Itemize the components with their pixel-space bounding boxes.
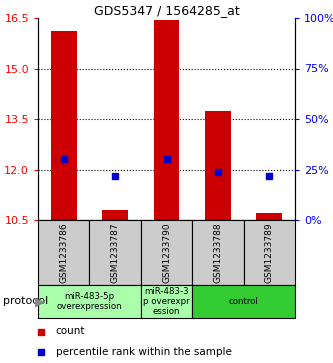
Bar: [244, 220, 295, 285]
Text: GSM1233786: GSM1233786: [59, 222, 68, 283]
Bar: [192, 220, 244, 285]
Text: miR-483-5p
overexpression: miR-483-5p overexpression: [57, 292, 122, 311]
Bar: [38, 285, 141, 318]
Text: percentile rank within the sample: percentile rank within the sample: [56, 347, 231, 357]
Bar: [51, 32, 77, 220]
Text: GSM1233788: GSM1233788: [213, 222, 222, 283]
Bar: [192, 285, 295, 318]
Bar: [102, 210, 128, 220]
Text: control: control: [229, 297, 258, 306]
Text: ▶: ▶: [35, 295, 45, 308]
Text: GSM1233789: GSM1233789: [265, 222, 274, 283]
Text: GSM1233787: GSM1233787: [111, 222, 120, 283]
Bar: [141, 220, 192, 285]
Text: GSM1233790: GSM1233790: [162, 222, 171, 283]
Bar: [256, 213, 282, 220]
Bar: [141, 285, 192, 318]
Bar: [89, 220, 141, 285]
Bar: [154, 20, 179, 220]
Bar: [38, 220, 89, 285]
Text: count: count: [56, 326, 85, 337]
Title: GDS5347 / 1564285_at: GDS5347 / 1564285_at: [94, 4, 239, 17]
Bar: [205, 111, 231, 220]
Text: miR-483-3
p overexpr
ession: miR-483-3 p overexpr ession: [143, 287, 190, 317]
Text: protocol: protocol: [3, 297, 49, 306]
